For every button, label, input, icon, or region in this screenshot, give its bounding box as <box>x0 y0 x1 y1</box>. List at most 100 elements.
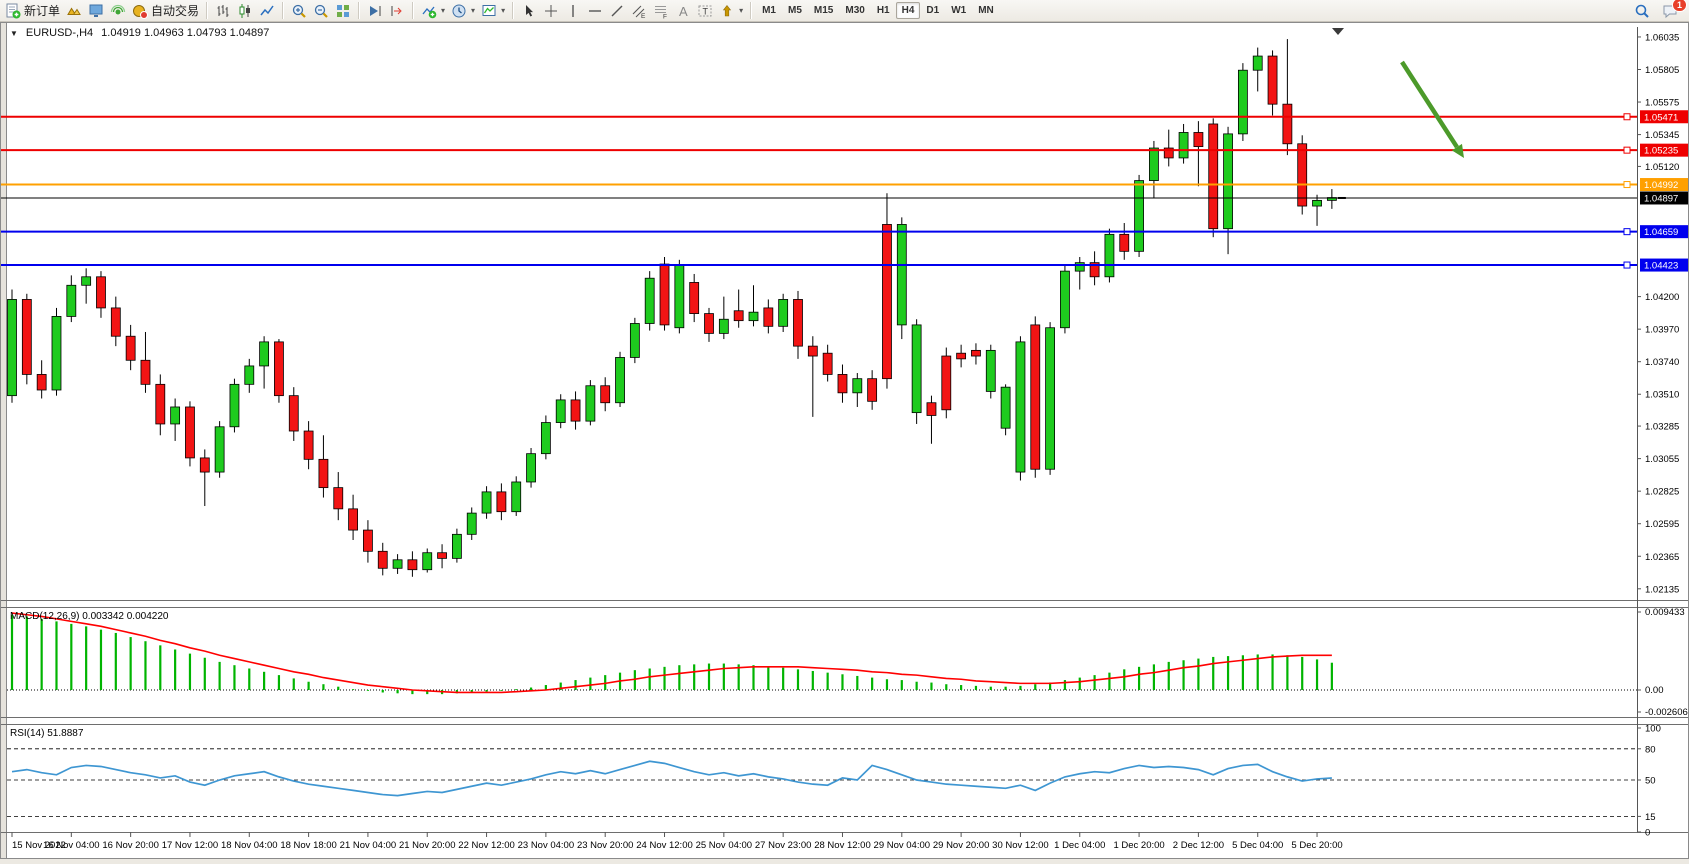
candle-body <box>214 426 225 473</box>
candlestick-chart-button[interactable] <box>234 2 256 20</box>
candle-body <box>170 406 181 425</box>
line-drag-handle[interactable] <box>1623 228 1631 236</box>
fibonacci-button[interactable]: F <box>650 2 672 20</box>
templates-button[interactable]: ▾ <box>478 2 508 20</box>
timeframe-button-h4[interactable]: H4 <box>895 2 921 19</box>
market-watch-button[interactable] <box>85 2 107 20</box>
label-button[interactable]: T <box>694 2 716 20</box>
bar-chart-button[interactable] <box>212 2 234 20</box>
chevron-down-icon[interactable]: ▾ <box>739 6 744 15</box>
line-drag-handle[interactable] <box>1623 181 1631 189</box>
candle-body <box>837 374 848 394</box>
symbol-dropdown-icon[interactable]: ▼ <box>10 28 18 38</box>
time-axis-label: 16 Nov 04:00 <box>43 840 100 851</box>
arrows-button[interactable]: ▾ <box>716 2 746 20</box>
trendline-button[interactable] <box>606 2 628 20</box>
timeframe-button-m5[interactable]: M5 <box>788 5 802 16</box>
candle-body <box>437 552 447 559</box>
candle-body <box>348 508 358 531</box>
zoom-in-button[interactable] <box>288 2 310 20</box>
timeframe-button-d1[interactable]: D1 <box>926 5 940 16</box>
candle-body <box>1074 262 1085 272</box>
candle-body <box>526 453 536 483</box>
time-axis-label: 1 Dec 20:00 <box>1113 840 1164 851</box>
candle-body <box>1000 386 1011 429</box>
autotrading-button[interactable]: 自动交易 <box>129 2 202 20</box>
candle-body <box>496 491 507 513</box>
candle-body <box>110 307 121 337</box>
indicators-button[interactable]: ▾ <box>418 2 448 20</box>
svg-text:E: E <box>641 13 646 19</box>
candle-body <box>1149 147 1159 181</box>
price-tick-label: 1.03285 <box>1645 422 1679 433</box>
candle-body <box>985 349 996 392</box>
price-line-label-box <box>1640 143 1688 157</box>
chart-shift-button[interactable] <box>386 2 408 20</box>
candle-body <box>1223 133 1233 230</box>
line-chart-button[interactable] <box>256 2 278 20</box>
chevron-down-icon[interactable]: ▾ <box>501 6 506 15</box>
candle-body <box>570 399 581 422</box>
price-tick-label: 1.04200 <box>1645 292 1679 303</box>
new-order-button[interactable]: 新订单 <box>2 2 63 20</box>
vertical-line-button[interactable] <box>562 2 584 20</box>
new-order-icon <box>5 3 21 19</box>
candle-body <box>704 313 714 334</box>
cursor-button[interactable] <box>518 2 540 20</box>
timeframe-button-mn[interactable]: MN <box>978 5 994 16</box>
chevron-down-icon[interactable]: ▾ <box>471 6 476 15</box>
candle-body <box>956 352 967 360</box>
search-button[interactable] <box>1631 2 1653 20</box>
price-tick-label: 1.03510 <box>1645 390 1679 401</box>
price-chart[interactable]: 1.06035 1.05805 1.05575 1.05345 1.05120 1.042… <box>0 22 1689 859</box>
timeframe-button-m30[interactable]: M30 <box>845 5 865 16</box>
zoom-out-button[interactable] <box>310 2 332 20</box>
tile-windows-button[interactable] <box>332 2 354 20</box>
timeframe-button-w1[interactable]: W1 <box>951 5 967 16</box>
fibonacci-icon: F <box>653 3 669 19</box>
zoom-out-icon <box>313 3 329 19</box>
candle-body <box>422 552 433 571</box>
candle-body <box>1208 123 1219 230</box>
text-button[interactable]: A <box>672 2 694 20</box>
candle-body <box>377 550 388 569</box>
time-axis-label: 18 Nov 04:00 <box>221 840 278 851</box>
timeframe-button-m1[interactable]: M1 <box>762 5 776 16</box>
time-axis-label: 5 Dec 20:00 <box>1291 840 1342 851</box>
time-axis-label: 29 Nov 20:00 <box>933 840 990 851</box>
channel-button[interactable]: E <box>628 2 650 20</box>
timeframe-button-h1[interactable]: H1 <box>876 5 890 16</box>
new-order-button-label: 新订单 <box>24 4 61 18</box>
arrows-icon <box>719 3 735 19</box>
timeframe-button-m15[interactable]: M15 <box>813 5 834 16</box>
arrow-shaft <box>1400 60 1459 149</box>
line-drag-handle[interactable] <box>1623 113 1631 121</box>
macd-label: MACD(12,26,9) 0.003342 0.004220 <box>10 611 169 622</box>
horizontal-line-button[interactable] <box>584 2 606 20</box>
time-axis-label: 1 Dec 04:00 <box>1054 840 1105 851</box>
crosshair-button[interactable] <box>540 2 562 20</box>
candle-body <box>674 265 685 329</box>
charts-gallery-button[interactable] <box>63 2 85 20</box>
templates-icon <box>481 3 497 19</box>
signals-button[interactable] <box>107 2 129 20</box>
candle-body <box>778 299 789 327</box>
candle-body <box>882 224 892 380</box>
notifications-button[interactable]: 1 <box>1659 0 1687 20</box>
candle-body <box>333 487 344 510</box>
rsi-label: RSI(14) 51.8887 <box>10 728 84 739</box>
trend-arrow-annotation[interactable] <box>1400 60 1464 158</box>
periods-button[interactable]: ▾ <box>448 2 478 20</box>
candle-body <box>392 559 403 569</box>
chart-shift-marker[interactable] <box>1332 28 1344 35</box>
toolbar-separator <box>206 2 209 19</box>
chart-shift-icon <box>389 3 405 19</box>
time-axis-label: 23 Nov 20:00 <box>577 840 634 851</box>
line-drag-handle[interactable] <box>1623 146 1631 154</box>
svg-text:F: F <box>663 13 667 19</box>
candle-body <box>852 378 863 394</box>
auto-scroll-button[interactable] <box>364 2 386 20</box>
chevron-down-icon[interactable]: ▾ <box>441 6 446 15</box>
hline-icon <box>587 3 603 19</box>
line-drag-handle[interactable] <box>1623 261 1631 269</box>
